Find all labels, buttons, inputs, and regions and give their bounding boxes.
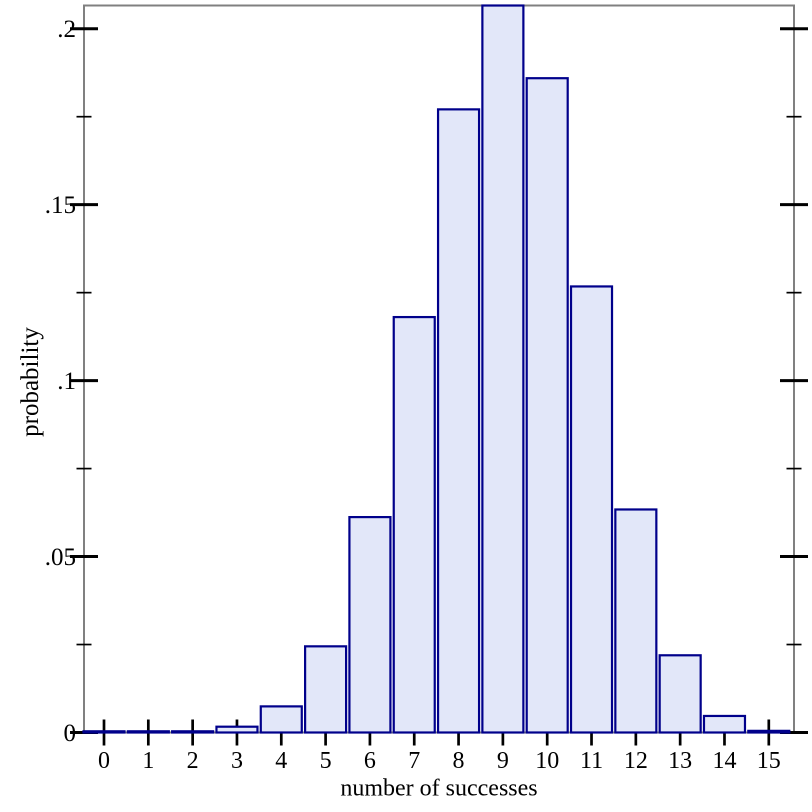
x-tick-label-11: 11 xyxy=(580,748,603,774)
bar-0 xyxy=(82,730,126,734)
bar-15 xyxy=(747,729,791,734)
bar-9 xyxy=(481,4,525,734)
y-tick-label-0: 0 xyxy=(64,720,77,747)
bar-6 xyxy=(348,515,392,734)
x-tick-label-15: 15 xyxy=(757,748,781,774)
x-tick-label-12: 12 xyxy=(624,748,648,774)
y-tick-label-.15: .15 xyxy=(45,192,76,219)
x-tick-label-14: 14 xyxy=(712,748,736,774)
bar-3 xyxy=(215,725,259,734)
bar-11 xyxy=(569,285,614,734)
y-tick-label-.1: .1 xyxy=(57,368,76,395)
x-axis-title: number of successes xyxy=(340,775,538,802)
bar-12 xyxy=(614,508,658,734)
histogram-bars xyxy=(82,4,791,734)
x-tick-label-10: 10 xyxy=(535,748,559,774)
bar-8 xyxy=(436,108,481,734)
bar-5 xyxy=(304,645,348,734)
x-tick-label-0: 0 xyxy=(98,748,110,774)
bar-2 xyxy=(171,730,215,734)
y-axis-title: probability xyxy=(17,327,44,437)
bar-4 xyxy=(259,705,303,734)
x-tick-label-9: 9 xyxy=(497,748,509,774)
tick-labels: 0.05.1.15.20 1 2 3 4 5 6 7 8 9 10 11 12 13 14 15 xyxy=(45,16,781,774)
y-tick-label-.05: .05 xyxy=(45,544,76,571)
bar-10 xyxy=(525,77,569,734)
x-tick-label-7: 7 xyxy=(408,748,420,774)
x-tick-label-13: 13 xyxy=(668,748,692,774)
bar-7 xyxy=(392,315,436,734)
x-tick-label-1: 1 xyxy=(142,748,154,774)
x-tick-label-2: 2 xyxy=(187,748,199,774)
x-tick-label-6: 6 xyxy=(364,748,376,774)
x-tick-label-8: 8 xyxy=(453,748,465,774)
x-tick-label-5: 5 xyxy=(320,748,332,774)
x-tick-label-4: 4 xyxy=(275,748,287,774)
bar-1 xyxy=(126,730,170,734)
bar-14 xyxy=(702,714,747,734)
bar-13 xyxy=(658,654,702,734)
x-tick-label-3: 3 xyxy=(231,748,243,774)
y-tick-label-.2: .2 xyxy=(57,16,76,43)
